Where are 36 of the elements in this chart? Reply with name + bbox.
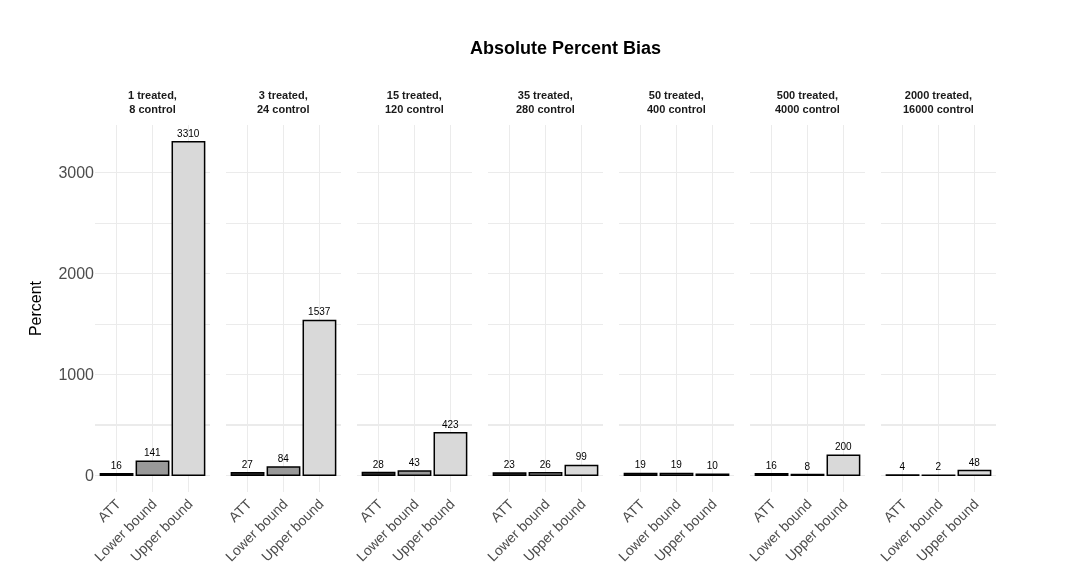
data-label: 26 — [539, 458, 552, 470]
data-label: 423 — [441, 418, 459, 430]
data-label: 10 — [706, 460, 719, 472]
data-label: 16 — [765, 459, 778, 471]
data-label: 200 — [834, 441, 852, 453]
data-label: 23 — [503, 459, 516, 471]
data-label: 19 — [634, 459, 647, 471]
data-label: 8 — [804, 460, 811, 472]
y-tick-label: 2000 — [58, 265, 95, 283]
data-label: 19 — [670, 459, 683, 471]
data-label: 48 — [968, 456, 981, 468]
bar — [171, 140, 206, 477]
data-label: 3310 — [177, 127, 200, 139]
y-axis-title: Percent — [27, 280, 45, 337]
chart-subtitle: 15 treated, 120 control — [385, 89, 444, 116]
data-label: 43 — [408, 457, 421, 469]
data-label: 27 — [241, 458, 254, 470]
data-label: 84 — [277, 452, 290, 464]
data-label: 99 — [575, 451, 588, 463]
chart-subtitle: 2000 treated, 16000 control — [903, 89, 974, 116]
bar — [135, 460, 170, 477]
chart-subtitle: 3 treated, 24 control — [257, 89, 310, 116]
data-label: 2 — [935, 461, 942, 473]
chart-subtitle: 50 treated, 400 control — [647, 89, 706, 116]
y-tick-label: 0 — [85, 466, 95, 484]
data-label: 28 — [372, 458, 385, 470]
data-label: 1537 — [308, 306, 331, 318]
y-tick-label: 1000 — [58, 366, 95, 384]
chart-title: Absolute Percent Bias — [469, 38, 662, 59]
data-label: 16 — [110, 459, 123, 471]
chart-subtitle: 35 treated, 280 control — [516, 89, 575, 116]
data-label: 4 — [899, 460, 906, 472]
chart-subtitle: 1 treated, 8 control — [128, 89, 177, 116]
chart-subtitle: 500 treated, 4000 control — [775, 89, 840, 116]
data-label: 141 — [143, 447, 162, 459]
y-tick-label: 3000 — [58, 164, 95, 182]
